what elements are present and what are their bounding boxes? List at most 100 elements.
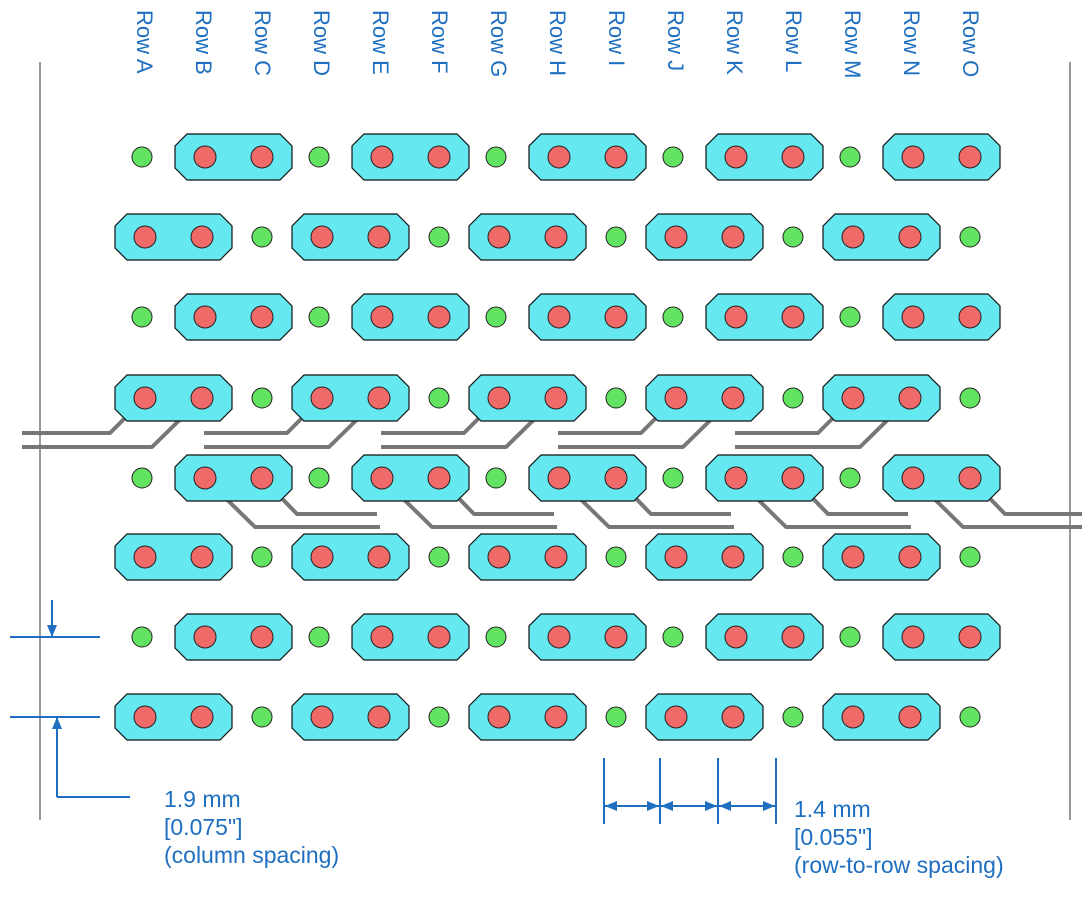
- signal-via: [547, 466, 571, 490]
- differential-pad: [351, 293, 470, 341]
- ground-via: [605, 226, 627, 248]
- ground-via: [251, 706, 273, 728]
- signal-via: [487, 545, 511, 569]
- row-label: Row E: [368, 10, 393, 75]
- signal-via: [781, 305, 805, 329]
- signal-via: [664, 545, 688, 569]
- differential-pad: [351, 613, 470, 661]
- ground-via: [662, 146, 684, 168]
- differential-pad: [291, 533, 410, 581]
- differential-pad: [468, 533, 587, 581]
- signal-via: [544, 705, 568, 729]
- differential-pad: [528, 454, 647, 502]
- row-label: Row L: [781, 10, 806, 73]
- row-spacing-inch: [0.055"]: [794, 824, 873, 850]
- signal-via: [604, 145, 628, 169]
- signal-via: [781, 466, 805, 490]
- signal-via: [544, 386, 568, 410]
- differential-pad: [174, 454, 293, 502]
- row-label: Row H: [545, 10, 570, 77]
- differential-pad: [351, 454, 470, 502]
- signal-via: [664, 705, 688, 729]
- differential-pad: [705, 454, 824, 502]
- differential-pad: [882, 454, 1001, 502]
- signal-via: [841, 705, 865, 729]
- ground-via: [485, 626, 507, 648]
- signal-via: [664, 225, 688, 249]
- row-spacing-note: 1.4 mm [0.055"] (row-to-row spacing): [794, 795, 1004, 879]
- ground-via: [131, 467, 153, 489]
- differential-pad: [114, 693, 233, 741]
- row-label: Row I: [604, 10, 629, 67]
- signal-via: [193, 466, 217, 490]
- row-label: Row J: [663, 10, 688, 72]
- ground-via: [428, 706, 450, 728]
- ground-via: [485, 146, 507, 168]
- ground-via: [782, 706, 804, 728]
- signal-via: [190, 386, 214, 410]
- ground-via: [428, 546, 450, 568]
- differential-pad: [882, 293, 1001, 341]
- differential-pad: [822, 533, 941, 581]
- signal-via: [370, 625, 394, 649]
- pad-group: [114, 133, 1001, 741]
- signal-via: [721, 705, 745, 729]
- signal-via: [487, 705, 511, 729]
- ground-via: [839, 146, 861, 168]
- row-label: Row K: [722, 10, 747, 75]
- signal-via: [367, 225, 391, 249]
- ground-via: [308, 626, 330, 648]
- differential-pad: [351, 133, 470, 181]
- signal-via: [901, 466, 925, 490]
- column-spacing-note: 1.9 mm [0.075"] (column spacing): [164, 785, 339, 869]
- differential-pad: [882, 133, 1001, 181]
- signal-via: [901, 145, 925, 169]
- signal-via: [133, 225, 157, 249]
- ground-via: [839, 306, 861, 328]
- ground-via: [485, 467, 507, 489]
- differential-pad: [645, 213, 764, 261]
- ground-via: [959, 546, 981, 568]
- row-label: Row A: [132, 10, 157, 74]
- ground-via: [959, 226, 981, 248]
- ground-via: [428, 387, 450, 409]
- row-label: Row N: [899, 10, 924, 77]
- ground-via: [485, 306, 507, 328]
- ground-via: [251, 546, 273, 568]
- column-spacing-mm: 1.9 mm: [164, 786, 241, 812]
- row-label: Row B: [191, 10, 216, 75]
- signal-via: [898, 705, 922, 729]
- arrow-head: [763, 801, 775, 811]
- signal-via: [604, 625, 628, 649]
- differential-pad: [468, 213, 587, 261]
- column-spacing-inch: [0.075"]: [164, 814, 243, 840]
- ground-via: [428, 226, 450, 248]
- differential-pad: [174, 613, 293, 661]
- signal-via: [721, 225, 745, 249]
- differential-pad: [174, 133, 293, 181]
- signal-via: [367, 386, 391, 410]
- signal-via: [370, 305, 394, 329]
- signal-via: [190, 705, 214, 729]
- arrow-head: [719, 801, 731, 811]
- ground-via: [308, 306, 330, 328]
- signal-via: [544, 225, 568, 249]
- differential-pad: [822, 693, 941, 741]
- ground-via: [662, 626, 684, 648]
- signal-via: [958, 305, 982, 329]
- differential-pad: [468, 374, 587, 422]
- signal-via: [427, 466, 451, 490]
- differential-pad: [705, 613, 824, 661]
- signal-via: [781, 625, 805, 649]
- arrow-head: [52, 717, 62, 729]
- signal-via: [427, 625, 451, 649]
- signal-via: [547, 625, 571, 649]
- ground-via: [662, 306, 684, 328]
- signal-via: [958, 466, 982, 490]
- signal-via: [901, 625, 925, 649]
- ground-via: [782, 226, 804, 248]
- signal-via: [544, 545, 568, 569]
- arrow-head: [705, 801, 717, 811]
- ground-via: [839, 626, 861, 648]
